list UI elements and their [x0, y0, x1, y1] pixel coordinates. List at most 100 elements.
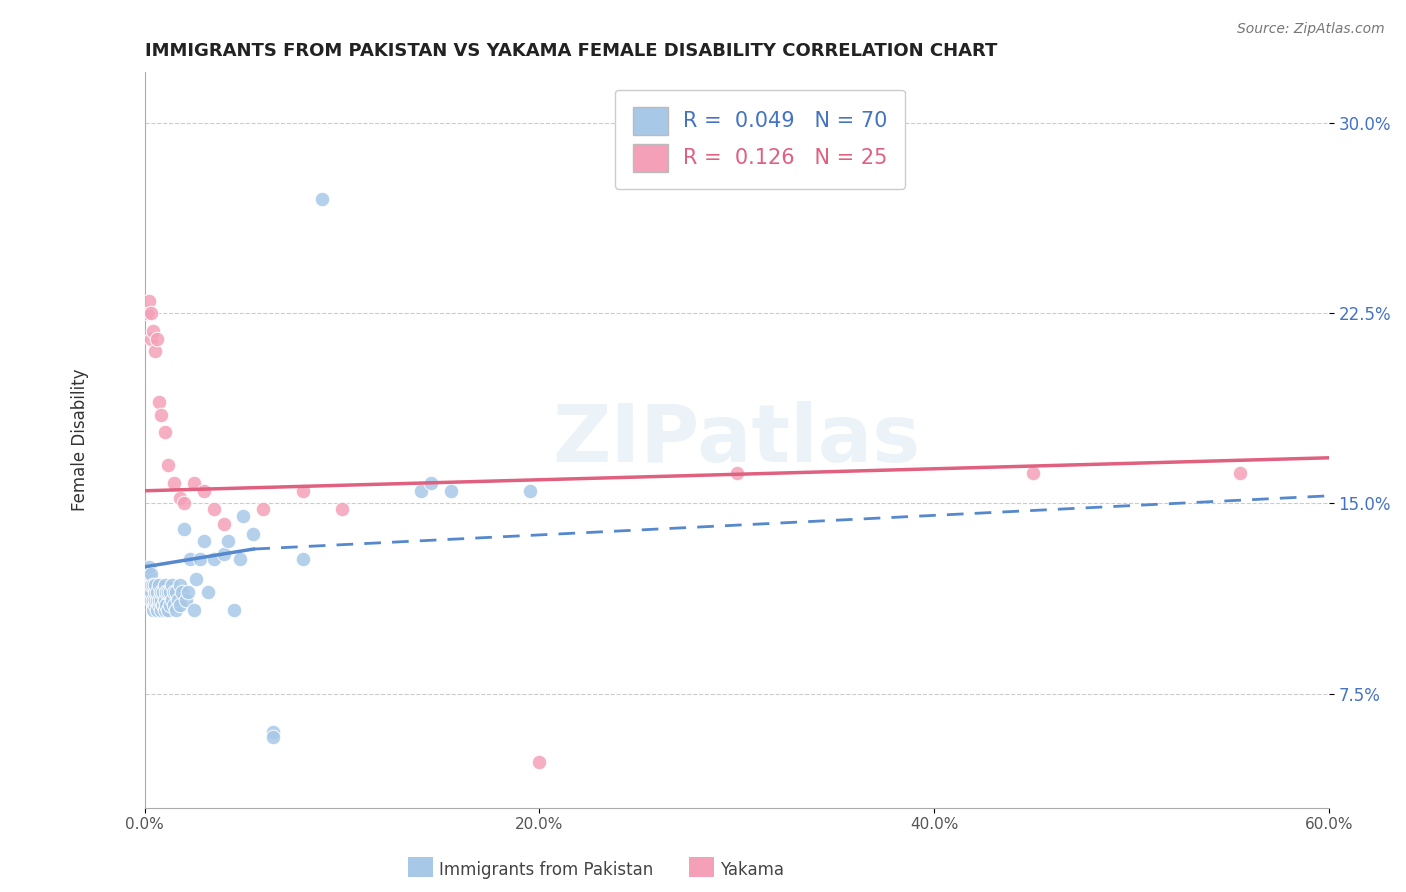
Point [145, 332, 167, 346]
Point [153, 603, 176, 617]
Point [138, 577, 160, 591]
Y-axis label: Female Disability: Female Disability [72, 368, 89, 511]
Point [163, 598, 186, 612]
Point [155, 585, 177, 599]
Point [135, 585, 157, 599]
Point [163, 585, 186, 599]
Point [165, 603, 187, 617]
Text: Immigrants from Pakistan: Immigrants from Pakistan [439, 861, 652, 879]
Point [145, 592, 167, 607]
Point [157, 458, 180, 473]
Point [162, 577, 184, 591]
Point [330, 501, 353, 516]
Point [138, 293, 160, 308]
Point [149, 585, 172, 599]
Point [291, 552, 314, 566]
Point [169, 491, 191, 506]
Point [139, 577, 162, 591]
Point [440, 483, 463, 498]
Point [409, 483, 432, 498]
Point [145, 603, 167, 617]
Point [212, 516, 235, 531]
Point [419, 476, 441, 491]
Point [159, 585, 181, 599]
Point [212, 547, 235, 561]
Point [165, 585, 187, 599]
Point [155, 598, 177, 612]
Point [149, 408, 172, 422]
Point [174, 592, 197, 607]
Point [1021, 466, 1043, 480]
Point [193, 534, 215, 549]
Point [142, 324, 165, 338]
Point [252, 501, 274, 516]
Point [139, 332, 162, 346]
Point [183, 603, 205, 617]
Point [143, 598, 166, 612]
Legend: R =  0.049   N = 70, R =  0.126   N = 25: R = 0.049 N = 70, R = 0.126 N = 25 [616, 89, 905, 189]
Point [135, 306, 157, 320]
Point [519, 483, 541, 498]
Point [153, 425, 176, 440]
Point [169, 577, 191, 591]
Point [152, 585, 174, 599]
Point [197, 585, 219, 599]
Point [148, 577, 170, 591]
Point [262, 724, 284, 739]
Point [148, 395, 170, 409]
Point [143, 344, 166, 359]
Point [143, 577, 166, 591]
Point [222, 603, 245, 617]
Point [142, 592, 165, 607]
Point [172, 585, 194, 599]
Text: IMMIGRANTS FROM PAKISTAN VS YAKAMA FEMALE DISABILITY CORRELATION CHART: IMMIGRANTS FROM PAKISTAN VS YAKAMA FEMAL… [145, 42, 997, 60]
Point [188, 552, 211, 566]
Point [262, 730, 284, 744]
Point [138, 559, 160, 574]
Point [725, 466, 748, 480]
Point [179, 552, 201, 566]
Point [149, 603, 172, 617]
Point [173, 496, 195, 510]
Point [184, 573, 207, 587]
Point [242, 526, 264, 541]
Point [148, 592, 170, 607]
Point [169, 598, 191, 612]
Text: Source: ZipAtlas.com: Source: ZipAtlas.com [1237, 22, 1385, 37]
Point [202, 552, 225, 566]
Point [139, 585, 162, 599]
Point [183, 476, 205, 491]
Point [142, 577, 165, 591]
Text: Yakama: Yakama [720, 861, 785, 879]
Point [143, 585, 166, 599]
Point [135, 573, 157, 587]
Point [232, 509, 254, 524]
Point [153, 577, 176, 591]
Point [142, 603, 165, 617]
Point [145, 585, 167, 599]
Point [143, 592, 166, 607]
Point [529, 755, 551, 769]
Point [139, 306, 162, 320]
Point [177, 585, 200, 599]
Text: ZIPatlas: ZIPatlas [553, 401, 921, 479]
Point [162, 592, 184, 607]
Point [311, 192, 333, 206]
Point [148, 598, 170, 612]
Point [217, 534, 239, 549]
Point [157, 585, 180, 599]
Point [193, 483, 215, 498]
Point [139, 592, 162, 607]
Point [1229, 466, 1251, 480]
Point [157, 603, 180, 617]
Point [291, 483, 314, 498]
Point [163, 476, 186, 491]
Point [228, 552, 250, 566]
Point [152, 598, 174, 612]
Point [153, 592, 176, 607]
Point [159, 598, 181, 612]
Point [139, 567, 162, 582]
Point [138, 567, 160, 582]
Point [149, 592, 172, 607]
Point [173, 522, 195, 536]
